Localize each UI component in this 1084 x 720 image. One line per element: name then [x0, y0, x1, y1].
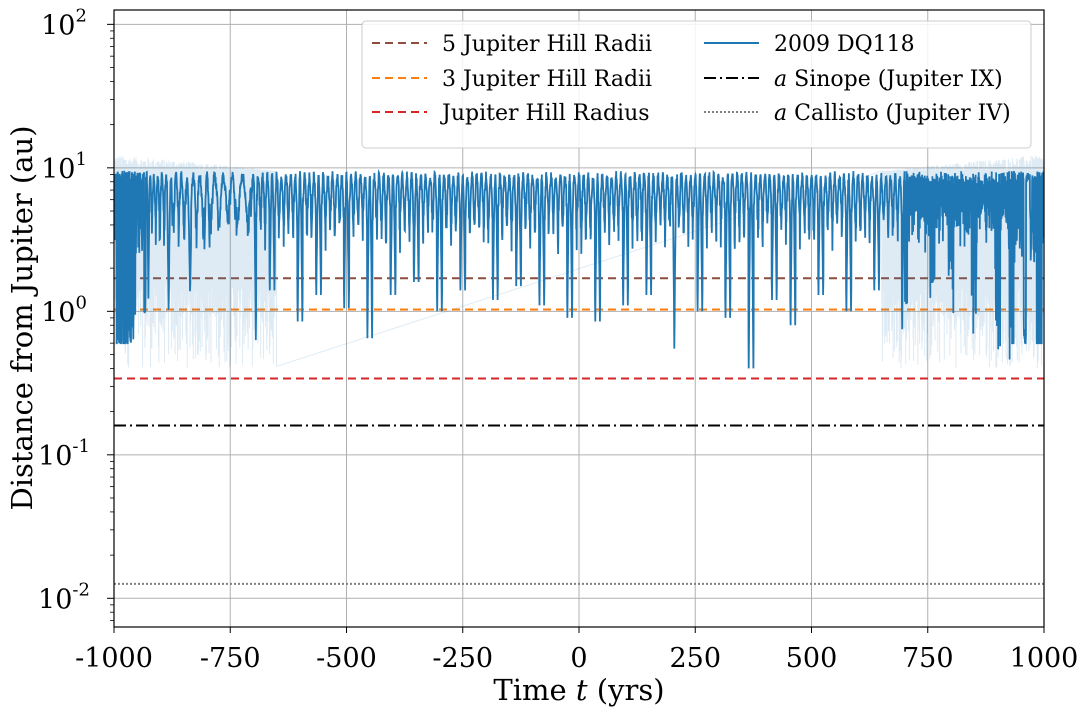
legend-box	[361, 20, 1032, 149]
legend-item-sinope: a Sinope (Jupiter IX)	[704, 67, 1003, 92]
x-tick-label: 250	[669, 643, 721, 674]
legend-item-5-hill-radii: 5 Jupiter Hill Radii	[372, 32, 652, 57]
x-tick-label: -500	[316, 643, 377, 674]
y-tick-label: 102	[41, 5, 87, 41]
legend-item-3-hill-radii: 3 Jupiter Hill Radii	[372, 67, 652, 92]
x-tick-label: -250	[432, 643, 493, 674]
reference-lines	[114, 277, 1044, 585]
series-line-2009-dq118	[114, 168, 1044, 369]
series-layer	[114, 155, 1044, 369]
minor-ticks	[110, 30, 114, 621]
x-tick-label: 0	[570, 643, 587, 674]
legend-item-2009-dq118: 2009 DQ118	[704, 32, 915, 57]
legend-label: 5 Jupiter Hill Radii	[442, 32, 652, 57]
x-axis-ticks: -1000 -750 -500 -250 0 250 500 750 1000	[75, 627, 1078, 674]
legend: 5 Jupiter Hill Radii 3 Jupiter Hill Radii…	[361, 20, 1032, 149]
legend-label: Jupiter Hill Radius	[440, 101, 650, 126]
x-tick-label: -1000	[75, 643, 153, 674]
legend-label: 2009 DQ118	[774, 32, 915, 57]
x-tick-label: -750	[200, 643, 261, 674]
y-axis-label: Distance from Jupiter (au)	[5, 125, 39, 510]
x-tick-label: 750	[902, 643, 954, 674]
x-tick-label: 1000	[1010, 643, 1079, 674]
legend-label: a Sinope (Jupiter IX)	[774, 67, 1003, 92]
legend-label: a Callisto (Jupiter IV)	[774, 101, 1011, 126]
legend-item-callisto: a Callisto (Jupiter IV)	[704, 101, 1011, 126]
y-tick-label: 100	[41, 292, 87, 328]
x-axis-label: Time t (yrs)	[493, 673, 664, 707]
y-tick-label: 10-2	[38, 579, 90, 615]
legend-item-hill-radius: Jupiter Hill Radius	[372, 101, 650, 126]
x-tick-label: 500	[786, 643, 838, 674]
y-tick-label: 10-1	[38, 436, 90, 472]
legend-label: 3 Jupiter Hill Radii	[442, 67, 652, 92]
y-axis-ticks: 10-2 10-1 100 101 102	[38, 5, 114, 615]
y-tick-label: 101	[41, 149, 87, 185]
